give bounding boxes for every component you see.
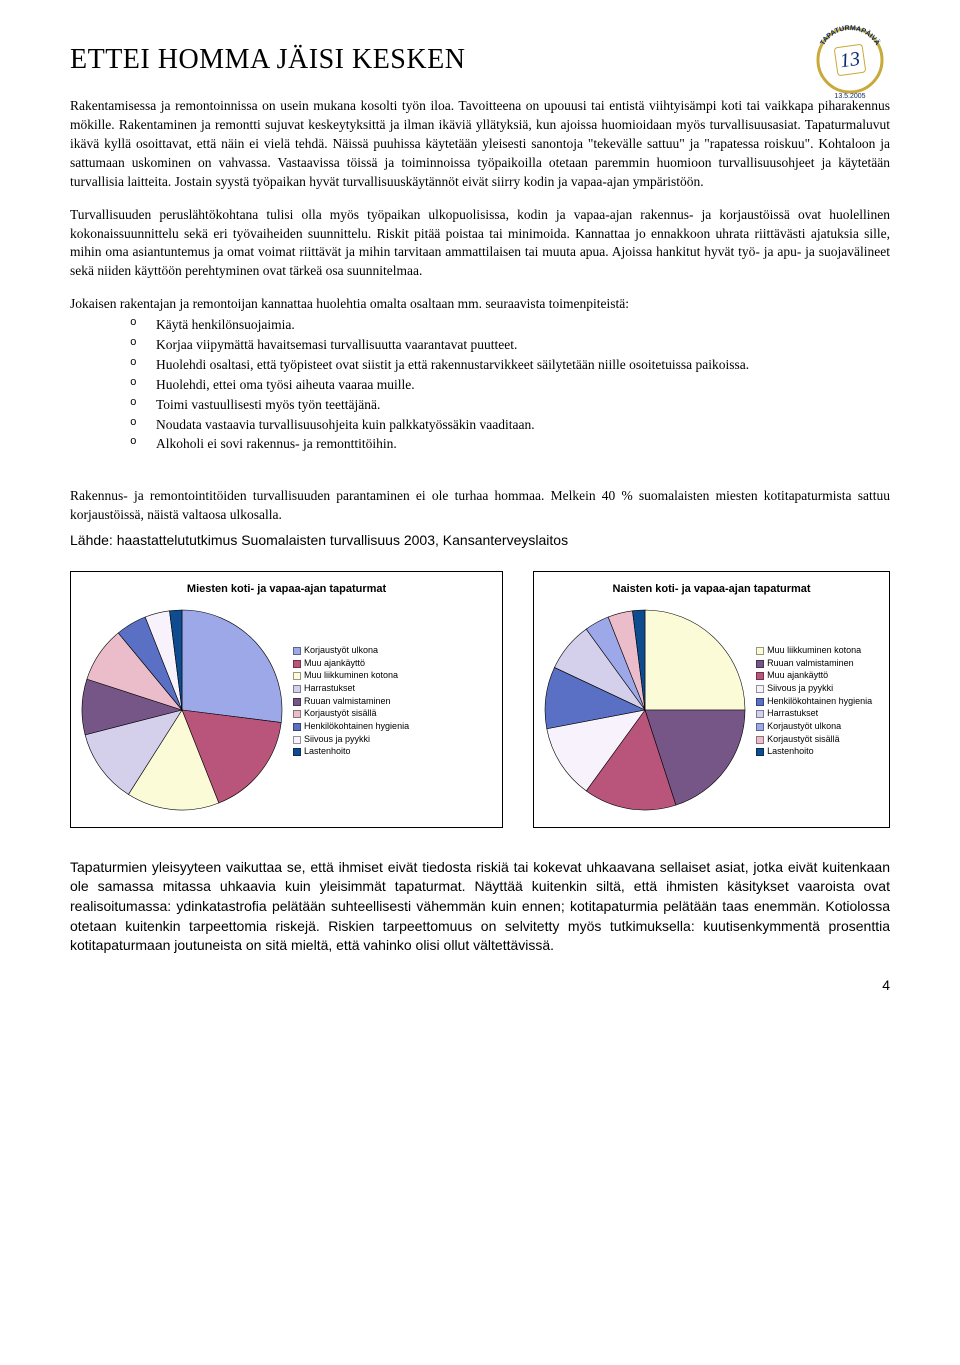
paragraph-2: Turvallisuuden peruslähtökohtana tulisi …	[70, 206, 890, 282]
legend-item: Muu liikkuminen kotona	[756, 645, 872, 657]
legend-item: Korjaustyöt ulkona	[293, 645, 409, 657]
legend-label: Siivous ja pyykki	[767, 683, 833, 695]
legend-swatch	[293, 647, 301, 655]
legend-label: Korjaustyöt sisällä	[304, 708, 377, 720]
legend-swatch	[293, 748, 301, 756]
legend-label: Muu liikkuminen kotona	[304, 670, 398, 682]
bullet-item: Huolehdi, ettei oma työsi aiheuta vaaraa…	[130, 376, 890, 395]
legend-label: Korjaustyöt sisällä	[767, 734, 840, 746]
legend-item: Ruuan valmistaminen	[756, 658, 872, 670]
bullet-item: Noudata vastaavia turvallisuusohjeita ku…	[130, 416, 890, 435]
legend-item: Siivous ja pyykki	[756, 683, 872, 695]
legend-swatch	[756, 647, 764, 655]
legend-item: Korjaustyöt sisällä	[293, 708, 409, 720]
chart-women-title: Naisten koti- ja vapaa-ajan tapaturmat	[540, 582, 883, 597]
closing-paragraph: Tapaturmien yleisyyteen vaikuttaa se, et…	[70, 858, 890, 956]
bullet-item: Huolehdi osaltasi, että työpisteet ovat …	[130, 356, 890, 375]
legend-label: Henkilökohtainen hygienia	[304, 721, 409, 733]
legend-item: Siivous ja pyykki	[293, 734, 409, 746]
legend-label: Muu liikkuminen kotona	[767, 645, 861, 657]
legend-swatch	[756, 710, 764, 718]
legend-item: Lastenhoito	[756, 746, 872, 758]
svg-text:13.5.2005: 13.5.2005	[834, 93, 865, 100]
source-line: Lähde: haastattelututkimus Suomalaisten …	[70, 531, 890, 551]
legend-item: Henkilökohtainen hygienia	[756, 696, 872, 708]
legend-label: Korjaustyöt ulkona	[304, 645, 378, 657]
legend-item: Ruuan valmistaminen	[293, 696, 409, 708]
legend-swatch	[293, 710, 301, 718]
pie-slice	[182, 610, 282, 723]
legend-item: Muu liikkuminen kotona	[293, 670, 409, 682]
chart-men-pie	[77, 605, 287, 821]
page-title: ETTEI HOMMA JÄISI KESKEN	[70, 40, 890, 79]
bullet-item: Korjaa viipymättä havaitsemasi turvallis…	[130, 336, 890, 355]
chart-women-legend: Muu liikkuminen kotonaRuuan valmistamine…	[756, 645, 872, 758]
legend-item: Korjaustyöt sisällä	[756, 734, 872, 746]
legend-item: Harrastukset	[293, 683, 409, 695]
legend-swatch	[293, 723, 301, 731]
bullet-item: Toimi vastuullisesti myös työn teettäjän…	[130, 396, 890, 415]
legend-swatch	[756, 672, 764, 680]
legend-label: Harrastukset	[767, 708, 818, 720]
legend-label: Muu ajankäyttö	[304, 658, 365, 670]
legend-swatch	[293, 660, 301, 668]
legend-label: Lastenhoito	[767, 746, 814, 758]
legend-swatch	[756, 736, 764, 744]
legend-swatch	[756, 723, 764, 731]
chart-men: Miesten koti- ja vapaa-ajan tapaturmat K…	[70, 571, 503, 828]
legend-label: Muu ajankäyttö	[767, 670, 828, 682]
legend-label: Harrastukset	[304, 683, 355, 695]
chart-men-title: Miesten koti- ja vapaa-ajan tapaturmat	[77, 582, 496, 597]
legend-swatch	[293, 672, 301, 680]
legend-item: Henkilökohtainen hygienia	[293, 721, 409, 733]
event-logo: TAPATURMAPÄIVÄ 13 13.5.2005	[810, 20, 890, 100]
legend-swatch	[756, 748, 764, 756]
legend-item: Muu ajankäyttö	[756, 670, 872, 682]
paragraph-1: Rakentamisessa ja remontoinnissa on usei…	[70, 97, 890, 191]
charts-row: Miesten koti- ja vapaa-ajan tapaturmat K…	[70, 571, 890, 828]
legend-label: Henkilökohtainen hygienia	[767, 696, 872, 708]
legend-label: Siivous ja pyykki	[304, 734, 370, 746]
page-number: 4	[70, 976, 890, 996]
pie-slice	[645, 610, 745, 710]
legend-swatch	[756, 685, 764, 693]
bullet-item: Käytä henkilönsuojaimia.	[130, 316, 890, 335]
legend-item: Lastenhoito	[293, 746, 409, 758]
legend-item: Muu ajankäyttö	[293, 658, 409, 670]
legend-swatch	[756, 660, 764, 668]
legend-label: Ruuan valmistaminen	[304, 696, 391, 708]
bullet-intro: Jokaisen rakentajan ja remontoijan kanna…	[70, 295, 890, 314]
legend-swatch	[293, 736, 301, 744]
legend-swatch	[293, 698, 301, 706]
svg-text:13: 13	[839, 48, 862, 73]
chart-men-legend: Korjaustyöt ulkonaMuu ajankäyttöMuu liik…	[293, 645, 409, 758]
bullet-item: Alkoholi ei sovi rakennus- ja remonttitö…	[130, 435, 890, 454]
svg-text:TAPATURMAPÄIVÄ: TAPATURMAPÄIVÄ	[819, 25, 881, 47]
chart-women: Naisten koti- ja vapaa-ajan tapaturmat M…	[533, 571, 890, 828]
chart-women-pie	[540, 605, 750, 821]
legend-swatch	[293, 685, 301, 693]
legend-swatch	[756, 698, 764, 706]
legend-label: Lastenhoito	[304, 746, 351, 758]
legend-item: Harrastukset	[756, 708, 872, 720]
bullet-list: Käytä henkilönsuojaimia.Korjaa viipymätt…	[130, 316, 890, 454]
paragraph-3: Rakennus- ja remontointitöiden turvallis…	[70, 487, 890, 525]
legend-item: Korjaustyöt ulkona	[756, 721, 872, 733]
legend-label: Korjaustyöt ulkona	[767, 721, 841, 733]
legend-label: Ruuan valmistaminen	[767, 658, 854, 670]
